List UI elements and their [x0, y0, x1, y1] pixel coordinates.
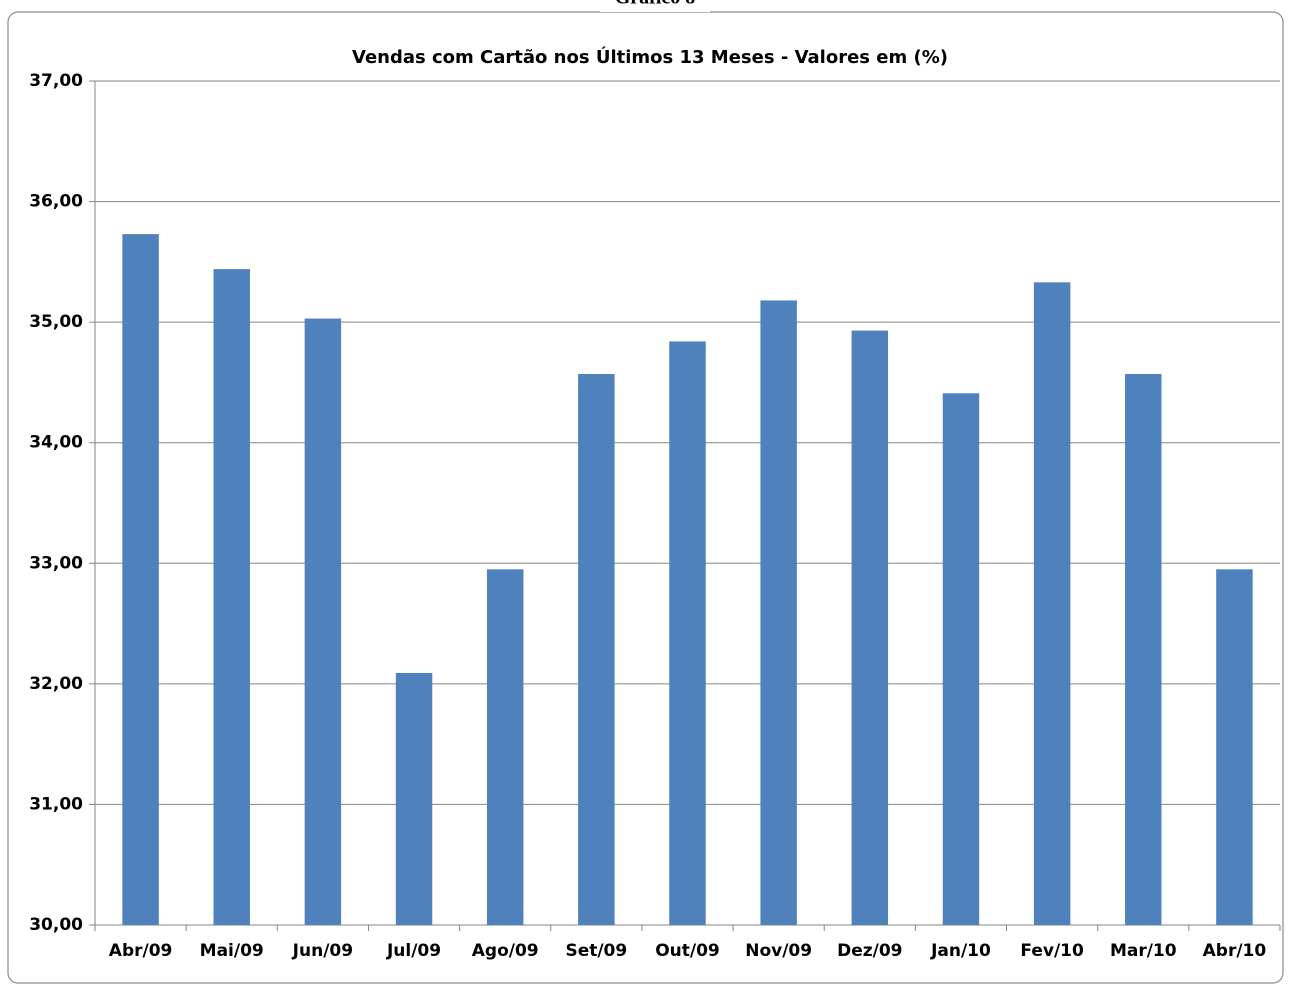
y-tick-label: 33,00 — [29, 553, 83, 573]
bar — [122, 234, 159, 925]
bar — [1216, 569, 1253, 925]
y-tick-label: 37,00 — [29, 71, 83, 91]
bar — [1125, 373, 1162, 925]
bar — [395, 673, 433, 925]
x-tick-label: Nov/09 — [745, 941, 812, 961]
bar — [669, 341, 706, 925]
x-tick-label: Dez/09 — [837, 941, 902, 961]
x-tick-label: Mai/09 — [200, 941, 264, 961]
bar — [304, 318, 342, 925]
x-tick-label: Ago/09 — [472, 941, 539, 961]
chart-border — [7, 11, 1284, 984]
y-tick-label: 31,00 — [29, 794, 83, 814]
caption-backdrop — [600, 0, 710, 12]
y-tick-label: 30,00 — [29, 915, 83, 935]
bar — [578, 373, 615, 925]
x-tick-label: Fev/10 — [1020, 941, 1084, 961]
y-tick-label: 34,00 — [29, 433, 83, 453]
y-tick-label: 35,00 — [29, 312, 83, 332]
y-tick-label: 36,00 — [29, 192, 83, 212]
bar — [851, 330, 889, 925]
x-tick-label: Abr/10 — [1203, 941, 1267, 961]
bar — [1033, 282, 1071, 926]
x-tick-label: Abr/09 — [109, 941, 173, 961]
x-tick-label: Out/09 — [655, 941, 720, 961]
bar — [213, 269, 250, 925]
x-tick-label: Set/09 — [565, 941, 627, 961]
y-tick-label: 32,00 — [29, 674, 83, 694]
caption: Gráfico 8 — [615, 0, 696, 9]
x-tick-label: Jul/09 — [386, 941, 441, 961]
x-tick-label: Jun/09 — [292, 941, 353, 961]
bar — [486, 569, 524, 925]
x-tick-label: Jan/10 — [930, 941, 991, 961]
chart-title: Vendas com Cartão nos Últimos 13 Meses -… — [352, 46, 948, 68]
bar — [760, 300, 797, 925]
bar — [942, 393, 980, 925]
x-tick-label: Mar/10 — [1110, 941, 1177, 961]
